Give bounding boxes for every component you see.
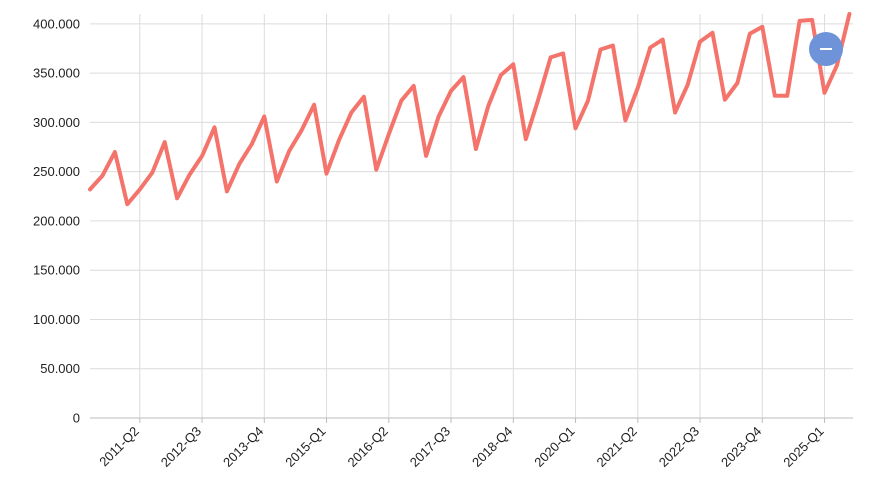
- axes: [90, 417, 853, 423]
- x-tick-label: 2015-Q1: [282, 424, 328, 470]
- y-tick-label: 400.000: [33, 16, 80, 31]
- y-tick-label: 350.000: [33, 66, 80, 81]
- series-layer: [88, 12, 852, 207]
- y-axis-tick-labels: 0 50.000 100.000 150.000 200.000 250.000 300.0…: [33, 16, 80, 425]
- x-tick-label: 2017-Q3: [407, 424, 453, 470]
- x-tick-label: 2023-Q4: [718, 424, 764, 470]
- series-line: [88, 12, 852, 207]
- y-tick-label: 250.000: [33, 164, 80, 179]
- x-tick-label: 2018-Q4: [469, 424, 515, 470]
- minus-icon: [820, 48, 832, 50]
- y-tick-label: 0: [73, 411, 80, 426]
- x-tick-label: 2011-Q2: [96, 424, 142, 470]
- x-tick-label: 2013-Q4: [220, 424, 266, 470]
- x-axis-tick-labels: 2011-Q2 2012-Q3 2013-Q4 2015-Q1 2016-Q2 2017-…: [96, 424, 826, 470]
- zoom-out-button[interactable]: [809, 32, 843, 66]
- x-tick-label: 2016-Q2: [345, 424, 391, 470]
- y-tick-label: 50.000: [40, 361, 80, 376]
- x-tick-label: 2012-Q3: [158, 424, 204, 470]
- y-tick-label: 100.000: [33, 312, 80, 327]
- x-tick-label: 2022-Q3: [656, 424, 702, 470]
- x-tick-label: 2020-Q1: [531, 424, 577, 470]
- y-tick-label: 150.000: [33, 263, 80, 278]
- x-tick-label: 2025-Q1: [780, 424, 826, 470]
- y-tick-label: 200.000: [33, 213, 80, 228]
- y-tick-label: 300.000: [33, 115, 80, 130]
- x-tick-label: 2021-Q2: [594, 424, 640, 470]
